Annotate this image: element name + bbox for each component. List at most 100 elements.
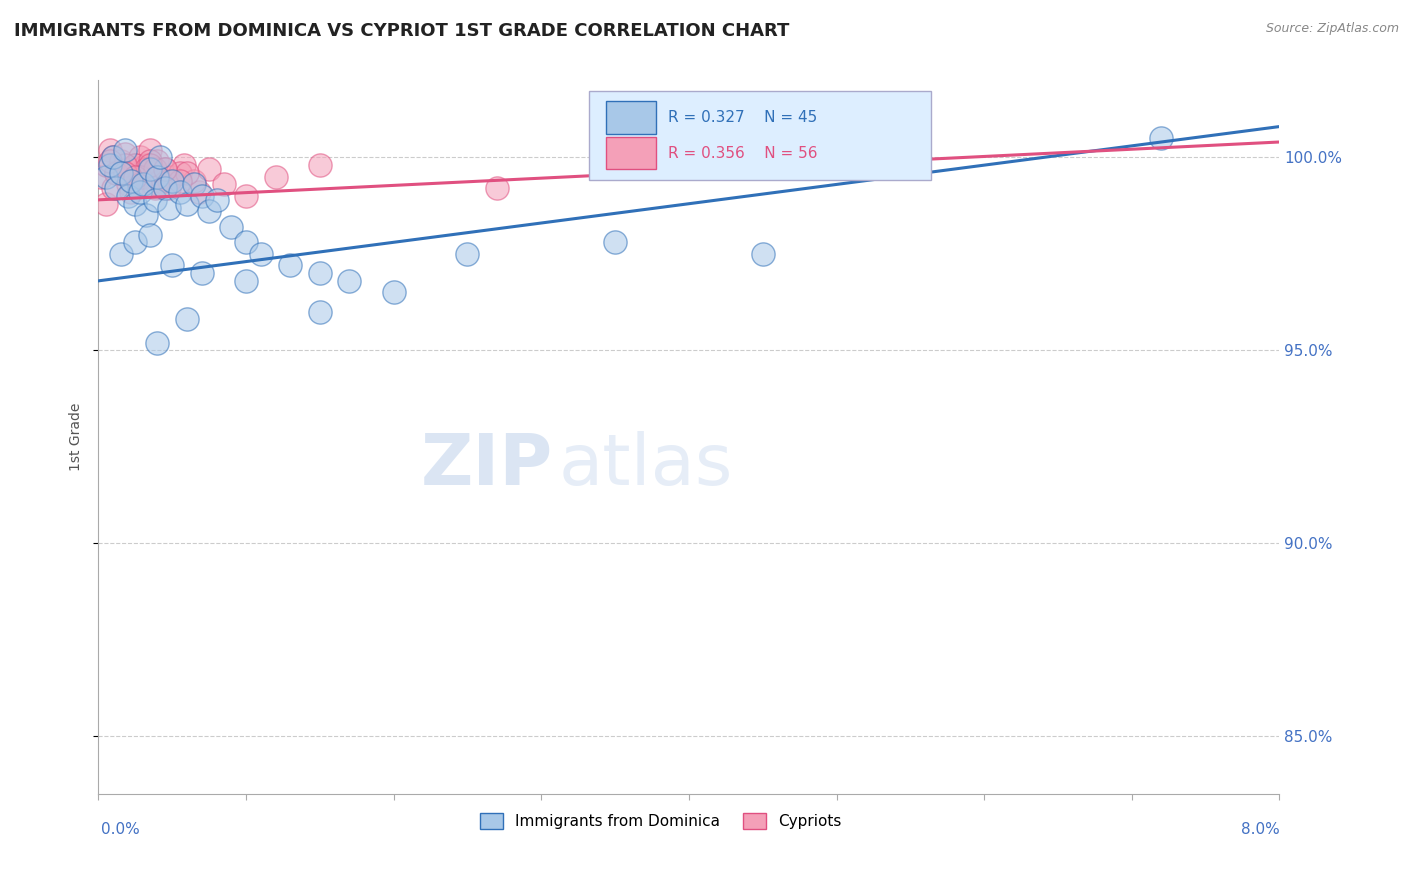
Point [169, 173, 191, 187]
Point [146, 169, 169, 184]
Point [191, 266, 214, 280]
Point [139, 227, 162, 242]
Point [308, 266, 332, 280]
Point [135, 158, 157, 172]
Point [120, 185, 142, 199]
Point [162, 169, 183, 184]
Point [98, 158, 121, 172]
Point [308, 158, 332, 172]
Point [124, 196, 146, 211]
FancyBboxPatch shape [589, 91, 931, 180]
Point [337, 274, 360, 288]
Point [120, 173, 142, 187]
Point [143, 166, 166, 180]
Point [94, 169, 117, 184]
Legend: Immigrants from Dominica, Cypriots: Immigrants from Dominica, Cypriots [474, 807, 848, 835]
Text: ZIP: ZIP [420, 431, 553, 500]
Point [135, 161, 157, 176]
Point [117, 161, 139, 176]
Point [105, 181, 128, 195]
Point [90, 169, 112, 184]
Point [128, 150, 150, 164]
Point [139, 158, 162, 172]
Point [149, 173, 172, 187]
Point [110, 166, 132, 180]
Point [183, 178, 205, 192]
Point [128, 185, 150, 199]
Point [124, 235, 146, 250]
Point [173, 158, 195, 172]
Point [103, 150, 125, 164]
Point [157, 173, 180, 187]
Point [235, 235, 257, 250]
Point [169, 185, 191, 199]
Point [605, 235, 627, 250]
Point [278, 259, 302, 273]
Point [187, 185, 209, 199]
Point [120, 173, 142, 187]
Point [143, 193, 166, 207]
Point [149, 173, 172, 187]
Point [751, 247, 773, 261]
Point [114, 143, 136, 157]
Point [128, 169, 150, 184]
Point [162, 173, 183, 187]
Point [308, 304, 332, 318]
Text: atlas: atlas [560, 431, 734, 500]
Point [146, 178, 169, 192]
FancyBboxPatch shape [606, 136, 655, 169]
Point [132, 169, 155, 184]
Point [382, 285, 405, 300]
Point [117, 189, 139, 203]
Point [103, 181, 125, 195]
Point [143, 161, 166, 176]
Point [105, 166, 128, 180]
Point [110, 166, 132, 180]
Point [153, 161, 176, 176]
Point [94, 158, 117, 172]
FancyBboxPatch shape [606, 101, 655, 134]
Point [114, 146, 136, 161]
Point [124, 158, 146, 172]
Point [110, 154, 132, 169]
Point [176, 196, 198, 211]
Point [153, 181, 176, 195]
Point [157, 181, 180, 195]
Point [176, 312, 198, 326]
Point [146, 154, 169, 169]
Point [128, 178, 150, 192]
Text: R = 0.356    N = 56: R = 0.356 N = 56 [668, 145, 817, 161]
Point [198, 204, 221, 219]
Text: IMMIGRANTS FROM DOMINICA VS CYPRIOT 1ST GRADE CORRELATION CHART: IMMIGRANTS FROM DOMINICA VS CYPRIOT 1ST … [14, 22, 789, 40]
Text: 0.0%: 0.0% [101, 822, 141, 837]
Point [169, 166, 191, 180]
Point [149, 150, 172, 164]
Point [98, 143, 121, 157]
Point [132, 178, 155, 192]
Point [162, 259, 183, 273]
Point [183, 173, 205, 187]
Point [153, 161, 176, 176]
Point [103, 150, 125, 164]
Point [264, 169, 287, 184]
Point [139, 143, 162, 157]
Point [235, 189, 257, 203]
Text: 8.0%: 8.0% [1240, 822, 1279, 837]
Point [191, 189, 214, 203]
Y-axis label: 1st Grade: 1st Grade [69, 403, 83, 471]
Point [486, 181, 509, 195]
Point [110, 247, 132, 261]
Point [132, 169, 155, 184]
Point [135, 208, 157, 222]
Point [205, 193, 228, 207]
Point [176, 166, 198, 180]
Point [250, 247, 273, 261]
Text: R = 0.327    N = 45: R = 0.327 N = 45 [668, 110, 817, 125]
Point [114, 166, 136, 180]
Point [219, 219, 242, 234]
Point [143, 181, 166, 195]
Point [139, 154, 162, 169]
Point [117, 178, 139, 192]
Point [153, 181, 176, 195]
Point [98, 154, 121, 169]
